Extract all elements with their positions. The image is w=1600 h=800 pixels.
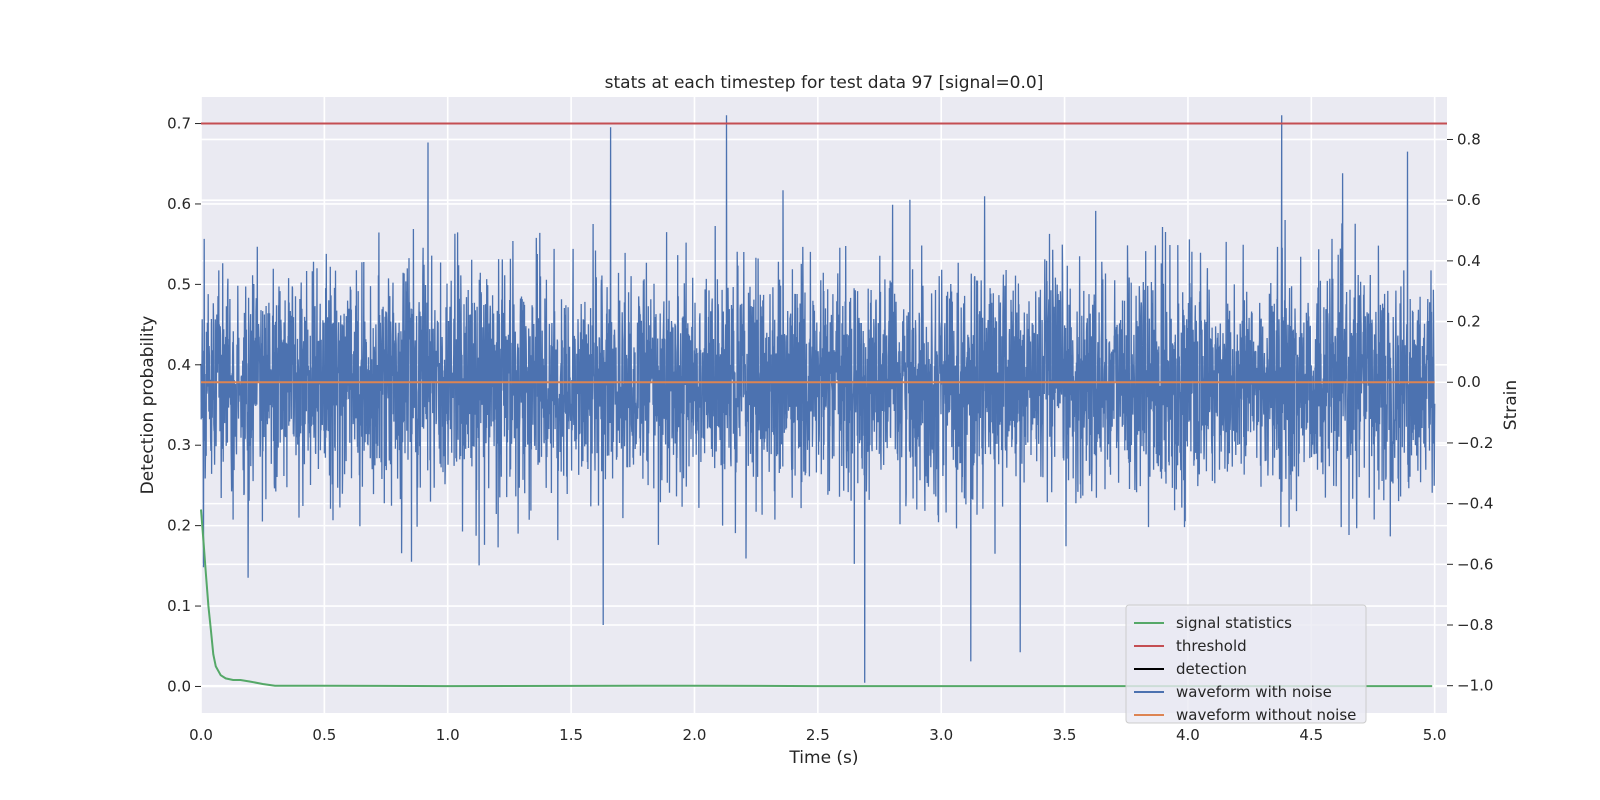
y-left-tick-label: 0.2: [167, 517, 191, 535]
legend-label: signal statistics: [1176, 614, 1292, 632]
y-right-tick-label: −1.0: [1457, 677, 1493, 695]
y-axis-left-label: Detection probability: [138, 316, 158, 495]
y-left-tick-label: 0.5: [167, 275, 191, 293]
x-tick-label: 4.0: [1176, 726, 1200, 744]
y-left-tick-label: 0.7: [167, 115, 191, 133]
legend-box: [1125, 604, 1367, 724]
y-left-tick-label: 0.1: [167, 597, 191, 615]
x-tick-label: 2.5: [806, 726, 830, 744]
x-tick-label: 4.5: [1299, 726, 1323, 744]
legend-label: detection: [1176, 660, 1247, 678]
y-right-tick-label: −0.8: [1457, 616, 1493, 634]
y-right-tick-label: 0.4: [1457, 252, 1481, 270]
legend-items: signal statistics threshold detection wavef…: [1134, 614, 1356, 724]
x-axis-label: Time (s): [788, 748, 858, 768]
y-right-tick-label: −0.6: [1457, 555, 1493, 573]
x-ticks: 0.0 0.5 1.0 1.5 2.0 2.5 3.0 3.5 4.0 4.5 5.0: [189, 726, 1447, 744]
x-tick-label: 1.0: [436, 726, 460, 744]
x-tick-label: 3.5: [1053, 726, 1077, 744]
y-left-tick-label: 0.4: [167, 356, 191, 374]
right-ticks: −1.0 −0.8 −0.6 −0.4 −0.2 0.0 0.2 0.4 0.6 0.8: [1447, 130, 1493, 695]
y-right-tick-label: 0.2: [1457, 313, 1481, 331]
x-tick-label: 0.0: [189, 726, 213, 744]
series-signal-statistics: [200, 509, 1433, 688]
y-right-tick-label: 0.8: [1457, 130, 1481, 148]
x-tick-label: 3.0: [929, 726, 953, 744]
y-left-tick-label: 0.3: [167, 436, 191, 454]
legend-label: threshold: [1176, 637, 1247, 655]
left-ticks: 0.0 0.1 0.2 0.3 0.4 0.5 0.6 0.7: [167, 115, 201, 695]
legend: signal statistics threshold detection wavef…: [1125, 604, 1367, 724]
series-waveform-with-noise: [200, 115, 1436, 683]
series-layer: [200, 115, 1447, 688]
legend-label: waveform without noise: [1176, 706, 1356, 724]
x-tick-label: 1.5: [559, 726, 583, 744]
x-tick-label: 2.0: [683, 726, 707, 744]
y-left-tick-label: 0.6: [167, 195, 191, 213]
y-left-tick-label: 0.0: [167, 677, 191, 695]
legend-label: waveform with noise: [1176, 683, 1332, 701]
chart-title: stats at each timestep for test data 97 …: [605, 73, 1044, 93]
x-tick-label: 0.5: [312, 726, 336, 744]
y-right-tick-label: −0.2: [1457, 434, 1493, 452]
y-right-tick-label: 0.6: [1457, 191, 1481, 209]
y-axis-right-label: Strain: [1501, 380, 1521, 430]
y-right-tick-label: 0.0: [1457, 373, 1481, 391]
x-tick-label: 5.0: [1423, 726, 1447, 744]
y-right-tick-label: −0.4: [1457, 495, 1493, 513]
